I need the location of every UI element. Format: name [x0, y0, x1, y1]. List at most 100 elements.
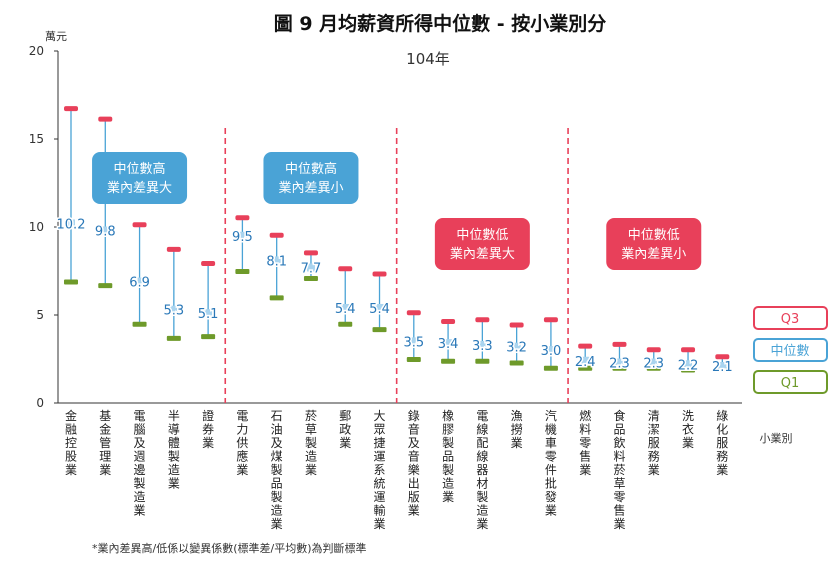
q1-marker [509, 360, 524, 366]
x-tick-label: 基金管理業 [99, 409, 111, 477]
median-marker [238, 231, 247, 240]
y-tick-label: 15 [29, 132, 44, 146]
x-tick-char: 造 [168, 463, 180, 477]
legend-box [753, 306, 828, 330]
x-tick-char: 系 [374, 463, 386, 477]
x-tick-char: 及 [271, 436, 283, 450]
legend-item: Q3 [753, 306, 828, 330]
median-label: 10.2 [57, 217, 86, 232]
median-label: 9.5 [232, 230, 253, 245]
x-tick-char: 業 [545, 504, 557, 518]
median-marker [306, 263, 315, 272]
x-tick-char: 捷 [374, 436, 386, 450]
x-tick-char: 政 [339, 423, 351, 437]
q1-marker [406, 357, 421, 362]
x-tick-char: 運 [374, 450, 386, 464]
median-label: 3.3 [472, 339, 493, 354]
x-tick-char: 件 [545, 463, 557, 477]
range-bar: 10.2 [55, 106, 87, 285]
x-tick-char: 電 [236, 409, 248, 423]
x-tick-char: 食 [613, 408, 625, 423]
range-bar: 3.5 [402, 310, 426, 362]
q3-marker [98, 116, 113, 122]
x-tick-char: 輸 [374, 503, 386, 518]
q1-marker [235, 269, 250, 274]
q1-marker [475, 358, 490, 364]
x-tick-char: 發 [545, 489, 557, 504]
x-tick-char: 腦 [134, 422, 146, 437]
x-tick-char: 業 [202, 436, 214, 450]
x-tick-char: 及 [134, 436, 146, 450]
x-tick-char: 業 [65, 463, 77, 477]
x-tick-char: 及 [408, 436, 420, 450]
median-label: 5.4 [335, 302, 356, 317]
group-label-box [434, 218, 530, 270]
q3-marker [578, 343, 593, 349]
x-tick-label: 洗衣業 [682, 409, 694, 450]
y-tick-label: 10 [29, 220, 44, 234]
group-label-box [263, 152, 359, 204]
x-tick-char: 版 [408, 490, 420, 504]
x-tick-char: 郵 [339, 409, 351, 423]
x-tick-char: 業 [99, 463, 111, 477]
x-tick-char: 造 [442, 477, 454, 491]
axes: 0 5 10 15 20 [29, 44, 742, 410]
x-tick-char: 應 [236, 449, 248, 464]
x-tick-char: 大 [374, 409, 386, 423]
median-label: 5.1 [198, 307, 219, 322]
q3-marker [235, 215, 250, 221]
x-tick-char: 半 [168, 409, 180, 423]
x-tick-char: 造 [134, 490, 146, 504]
x-tick-char: 製 [305, 436, 317, 450]
x-tick-char: 造 [271, 504, 283, 518]
x-tick-char: 業 [613, 517, 625, 531]
x-tick-char: 服 [648, 436, 660, 450]
x-tick-char: 線 [476, 449, 488, 464]
x-tick-label: 漁撈業 [511, 409, 523, 450]
range-bar: 3.3 [471, 317, 494, 364]
x-tick-char: 金 [99, 422, 111, 437]
x-tick-char: 統 [374, 477, 386, 491]
q1-marker [372, 327, 387, 333]
x-tick-char: 製 [134, 477, 146, 491]
x-tick-char: 器 [476, 463, 488, 477]
x-tick-char: 潔 [648, 423, 660, 437]
x-tick-char: 業 [339, 436, 351, 450]
x-tick-char: 業 [476, 517, 488, 531]
x-tick-char: 漁 [511, 409, 523, 423]
legend-box [753, 338, 828, 362]
q3-marker [201, 260, 216, 266]
x-tick-char: 品 [442, 450, 454, 464]
x-tick-char: 機 [545, 422, 557, 437]
range-bar: 2.3 [642, 347, 666, 373]
median-marker [581, 356, 590, 365]
median-marker [135, 277, 144, 286]
median-marker [478, 340, 487, 349]
range-bar: 3.2 [505, 322, 528, 366]
median-label: 2.3 [609, 357, 630, 372]
median-marker [649, 358, 658, 367]
x-tick-label: 電線配線器材製造業 [476, 409, 488, 531]
x-tick-char: 控 [65, 436, 77, 450]
x-tick-char: 邊 [134, 463, 146, 477]
x-tick-char: 證 [202, 408, 214, 423]
y-tick-label: 5 [36, 308, 44, 322]
q1-marker [612, 365, 627, 371]
x-tick-char: 業 [682, 436, 694, 450]
q1-marker [681, 367, 696, 373]
x-tick-char: 批 [545, 476, 557, 491]
q1-marker [441, 358, 456, 364]
x-tick-label: 清潔服務業 [648, 409, 660, 477]
x-tick-char: 業 [271, 517, 283, 531]
x-tick-char: 務 [648, 450, 660, 464]
median-marker [444, 339, 453, 348]
x-tick-char: 菸 [613, 463, 625, 477]
range-bar: 5.3 [162, 246, 186, 341]
median-marker [204, 309, 213, 318]
q3-marker [509, 322, 524, 328]
median-label: 3.2 [506, 341, 527, 356]
x-tick-label: 汽機車零件批發業 [545, 408, 557, 518]
x-tick-char: 售 [579, 449, 591, 464]
y-axis-unit: 萬元 [45, 30, 67, 43]
